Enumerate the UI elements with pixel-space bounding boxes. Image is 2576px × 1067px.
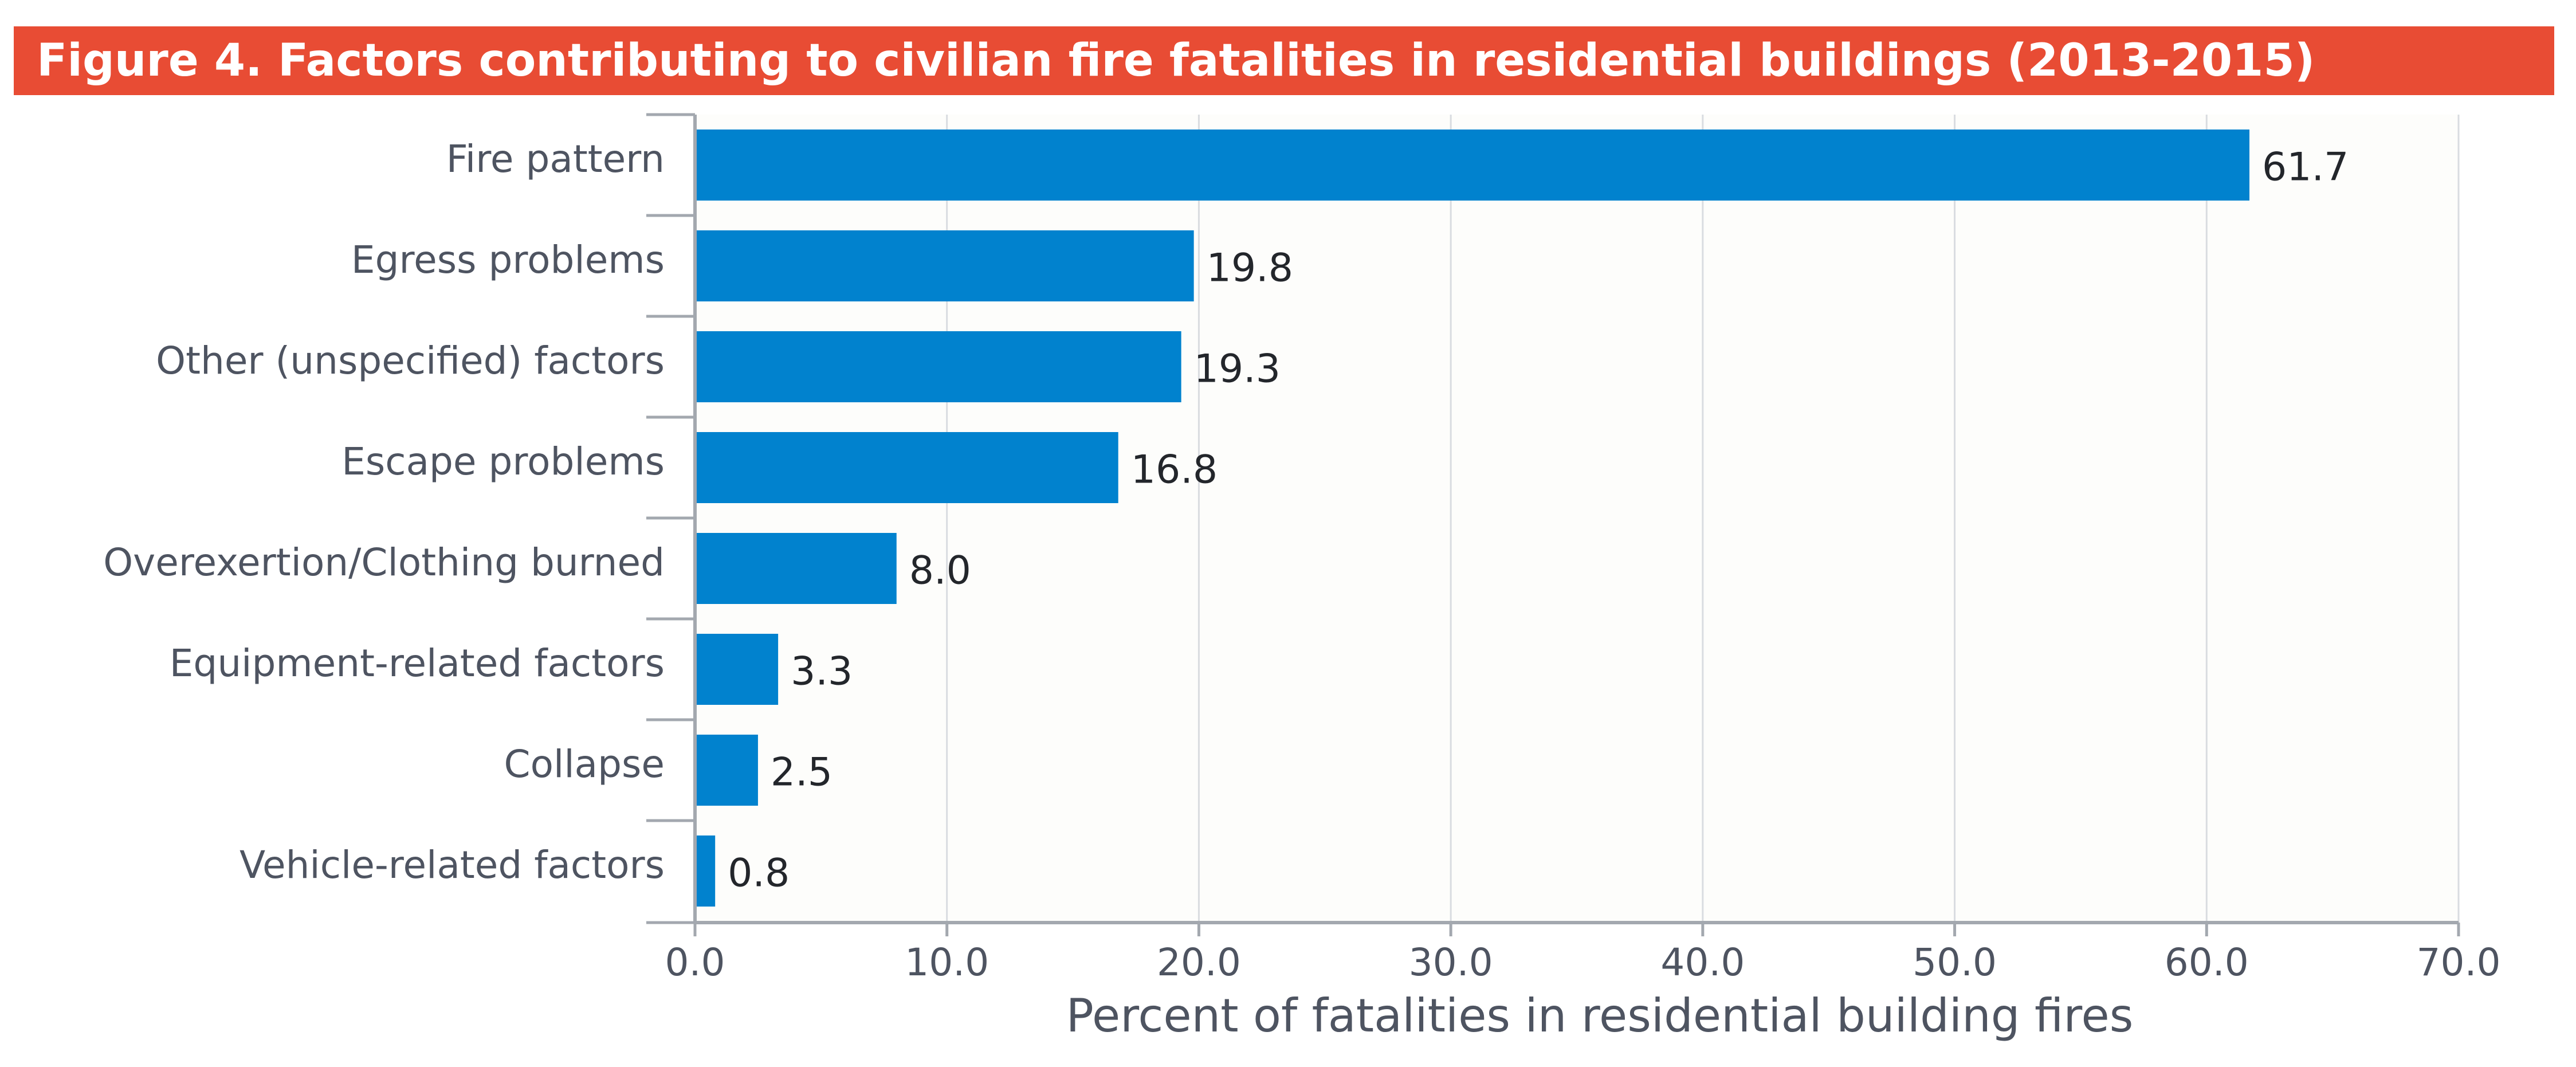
x-tick-label: 30.0 <box>1409 940 1493 984</box>
x-tick-label: 0.0 <box>665 940 725 984</box>
bar <box>695 735 758 806</box>
bar <box>695 230 1194 301</box>
bar <box>695 432 1118 503</box>
x-tick-label: 60.0 <box>2165 940 2249 984</box>
category-label: Collapse <box>504 742 665 786</box>
value-label: 8.0 <box>909 548 971 594</box>
value-label: 16.8 <box>1131 448 1218 493</box>
category-label: Other (unspecified) factors <box>156 339 665 383</box>
x-tick-label: 50.0 <box>1913 940 1997 984</box>
bar <box>695 130 2250 201</box>
category-label: Fire pattern <box>446 137 665 181</box>
x-tick-label: 70.0 <box>2417 940 2501 984</box>
value-label: 0.8 <box>728 851 790 896</box>
x-tick-label: 20.0 <box>1157 940 1241 984</box>
bar <box>695 331 1181 402</box>
x-axis-title: Percent of fatalities in residential bui… <box>1066 989 2134 1042</box>
category-label: Egress problems <box>351 238 665 282</box>
value-label: 3.3 <box>791 649 853 695</box>
category-label: Vehicle-related factors <box>239 843 665 887</box>
value-label: 61.7 <box>2262 145 2349 190</box>
bar <box>695 835 716 907</box>
bar <box>695 533 897 604</box>
category-label: Escape problems <box>341 440 665 484</box>
value-label: 19.8 <box>1207 246 1293 291</box>
category-label: Equipment-related factors <box>170 641 665 685</box>
category-label: Overexertion/Clothing burned <box>103 540 665 585</box>
value-label: 2.5 <box>771 750 833 795</box>
value-label: 19.3 <box>1194 347 1281 392</box>
figure-title: Figure 4. Factors contributing to civili… <box>14 26 2554 95</box>
bar <box>695 634 779 705</box>
x-tick-label: 40.0 <box>1660 940 1745 984</box>
x-tick-label: 10.0 <box>905 940 989 984</box>
